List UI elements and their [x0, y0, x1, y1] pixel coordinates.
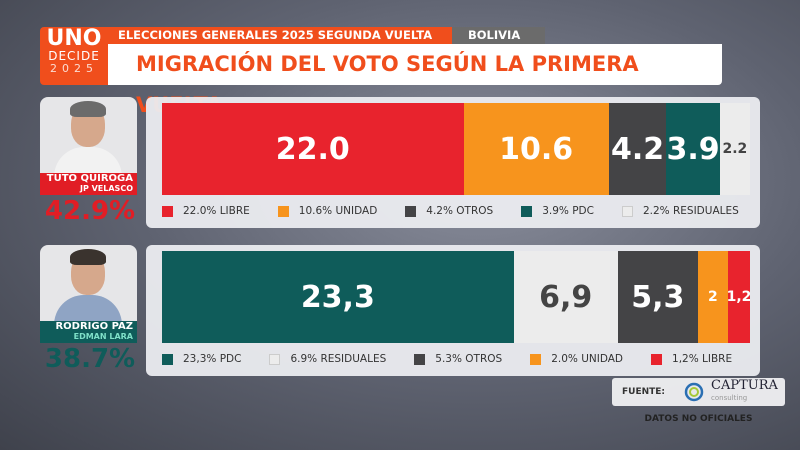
segment-value: 2.2: [722, 141, 748, 157]
legend-label: 6.9% RESIDUALES: [290, 353, 387, 365]
legend-item: 2.2% RESIDUALES: [621, 205, 739, 217]
bar-segment-unidad: 2: [697, 251, 728, 343]
legend-swatch: [405, 205, 417, 217]
source-box: FUENTE: CAPTURA consulting: [612, 378, 785, 406]
legend-item: 3.9% PDC: [521, 205, 594, 217]
hair: [70, 249, 106, 265]
candidate-name-label: RODRIGO PAZ EDMAN LARA: [40, 321, 137, 343]
header-bar: ELECCIONES GENERALES 2025 SEGUNDA VUELTA…: [108, 27, 545, 44]
migration-panel: 22.0 10.6 4.2 3.9 2.2 22.0% LIBRE 10.6% UNIDAD…: [146, 97, 760, 228]
country-label: BOLIVIA: [452, 27, 545, 44]
running-mate: JP VELASCO: [79, 184, 133, 193]
segment-value: 5,3: [631, 279, 685, 315]
legend-swatch: [621, 205, 633, 217]
legend-swatch: [521, 205, 533, 217]
legend-label: 3.9% PDC: [542, 205, 594, 217]
migration-panel: 23,3 6,9 5,3 2 1,2 23,3% PDC 6.9% RESIDUALES 5.…: [146, 245, 760, 376]
segment-value: 23,3: [300, 279, 375, 315]
legend-label: 5.3% OTROS: [435, 353, 503, 365]
candidate-percent: 42.9%: [44, 196, 136, 226]
candidate-name: RODRIGO PAZ: [55, 321, 133, 332]
legend-swatch: [162, 205, 173, 217]
bar-segment-libre: 1,2: [728, 251, 750, 343]
segment-value: 4.2: [611, 131, 665, 167]
candidate-name-label: TUTO QUIROGA JP VELASCO: [40, 173, 137, 195]
candidate-name: TUTO QUIROGA: [46, 173, 133, 184]
logo-line2: DECIDE: [48, 49, 100, 63]
migration-bar: 23,3 6,9 5,3 2 1,2: [162, 251, 750, 343]
bar-segment-libre: 22.0: [162, 103, 464, 195]
segment-value: 6,9: [539, 279, 593, 315]
segment-value: 22.0: [275, 131, 350, 167]
brand-name: CAPTURA: [711, 378, 778, 393]
bar-segment-pdc: 23,3: [162, 251, 514, 343]
legend-label: 2.0% UNIDAD: [551, 353, 624, 365]
candidate-percent: 38.7%: [44, 344, 136, 374]
candidate-photo: [40, 97, 137, 173]
legend-item: 4.2% OTROS: [405, 205, 493, 217]
legend-swatch: [530, 353, 542, 365]
legend-item: 10.6% UNIDAD: [277, 205, 378, 217]
bar-segment-residuales: 2.2: [719, 103, 750, 195]
event-label: ELECCIONES GENERALES 2025 SEGUNDA VUELTA: [108, 27, 452, 44]
bar-segment-otros: 5,3: [617, 251, 698, 343]
legend-label: 10.6% UNIDAD: [298, 205, 378, 217]
legend: 23,3% PDC 6.9% RESIDUALES 5.3% OTROS 2.0% U…: [162, 353, 760, 365]
legend-item: 23,3% PDC: [162, 353, 241, 365]
segment-value: 10.6: [499, 131, 574, 167]
brand-sub: consulting: [711, 394, 748, 402]
legend-swatch: [651, 353, 663, 365]
uno-decide-logo: UNO DECIDE 2025: [40, 27, 108, 85]
legend-swatch: [269, 353, 281, 365]
candidate-photo: [40, 245, 137, 321]
legend-label: 2.2% RESIDUALES: [642, 205, 739, 217]
bar-segment-residuales: 6,9: [513, 251, 618, 343]
bar-segment-otros: 4.2: [608, 103, 667, 195]
segment-value: 1,2: [728, 289, 750, 305]
legend-item: 1,2% LIBRE: [651, 353, 732, 365]
legend-swatch: [277, 205, 289, 217]
bar-segment-pdc: 3.9: [666, 103, 720, 195]
legend-item: 22.0% LIBRE: [162, 205, 250, 217]
source-brand: CAPTURA consulting: [711, 378, 778, 404]
shirt: [54, 295, 122, 321]
legend: 22.0% LIBRE 10.6% UNIDAD 4.2% OTROS 3.9% PD…: [162, 205, 760, 217]
bar-segment-unidad: 10.6: [463, 103, 609, 195]
captura-logo-icon: [684, 382, 704, 402]
page-title: MIGRACIÓN DEL VOTO SEGÚN LA PRIMERA VUEL…: [108, 44, 722, 117]
shirt: [54, 147, 122, 173]
unofficial-note: DATOS NO OFICIALES: [644, 414, 753, 424]
legend-item: 5.3% OTROS: [414, 353, 502, 365]
hair: [70, 101, 106, 117]
migration-bar: 22.0 10.6 4.2 3.9 2.2: [162, 103, 750, 195]
logo-line1: UNO: [46, 26, 102, 51]
segment-value: 2: [708, 289, 718, 305]
legend-label: 1,2% LIBRE: [672, 353, 733, 365]
legend-label: 4.2% OTROS: [426, 205, 494, 217]
legend-label: 22.0% LIBRE: [183, 205, 250, 217]
legend-item: 6.9% RESIDUALES: [269, 353, 386, 365]
legend-item: 2.0% UNIDAD: [530, 353, 623, 365]
legend-swatch: [414, 353, 426, 365]
running-mate: EDMAN LARA: [73, 332, 133, 341]
legend-label: 23,3% PDC: [183, 353, 242, 365]
source-label: FUENTE:: [622, 387, 666, 397]
segment-value: 3.9: [666, 131, 720, 167]
legend-swatch: [162, 353, 173, 365]
logo-line3: 2025: [50, 62, 98, 75]
